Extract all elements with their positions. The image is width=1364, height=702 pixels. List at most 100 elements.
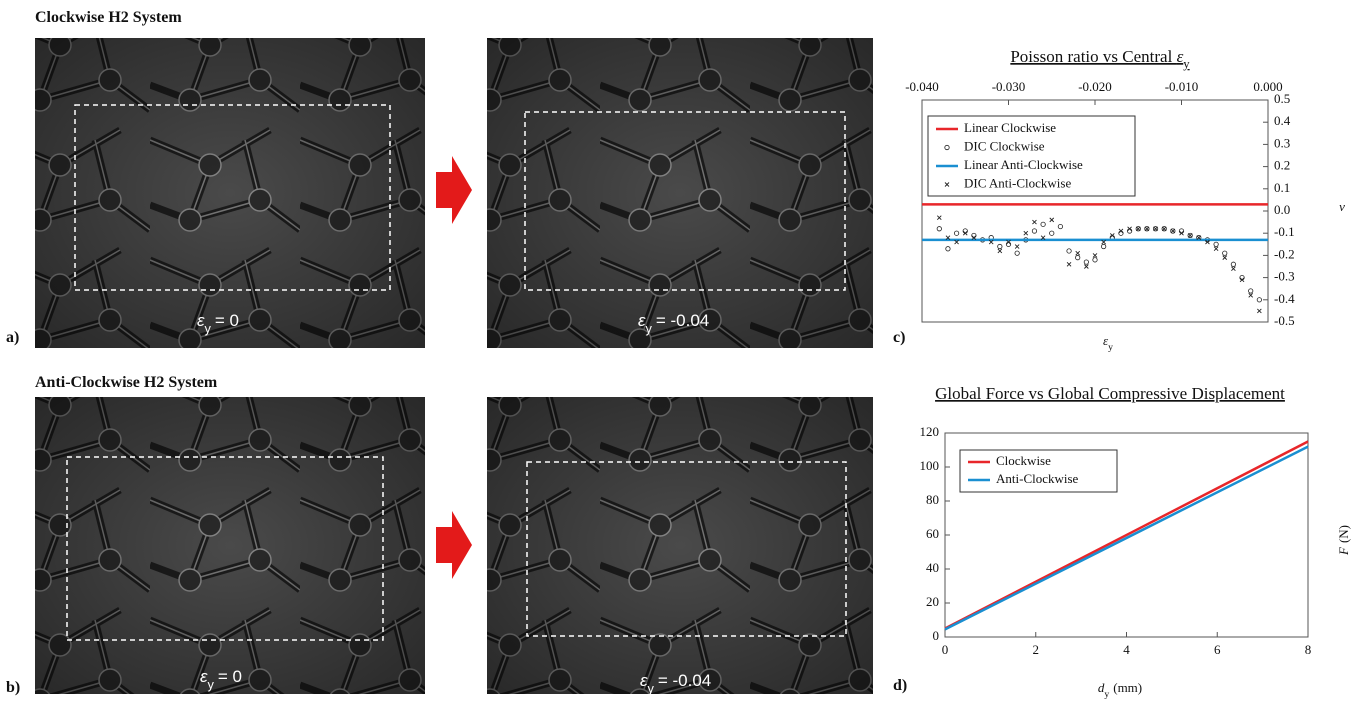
x-axis-label-part: y bbox=[1108, 342, 1113, 353]
strain-label-part: = 0 bbox=[215, 311, 239, 330]
y-tick-label: 120 bbox=[920, 424, 940, 439]
strain-label-part: y bbox=[204, 321, 211, 336]
legend-label-part: Linear Clockwise bbox=[964, 120, 1056, 135]
x-tick-label: -0.030 bbox=[992, 79, 1026, 94]
x-tick-label-part: 4 bbox=[1123, 642, 1130, 657]
chart-title: Global Force vs Global Compressive Displ… bbox=[935, 384, 1285, 403]
x-tick-label: -0.020 bbox=[1078, 79, 1112, 94]
y-axis-label: ν bbox=[1339, 199, 1345, 214]
point bbox=[1128, 227, 1132, 231]
point bbox=[998, 249, 1002, 253]
y-tick-label-part: 60 bbox=[926, 526, 939, 541]
point bbox=[1127, 229, 1131, 233]
y-tick-label: 80 bbox=[926, 492, 939, 507]
panel-label-part: b) bbox=[6, 679, 20, 696]
strain-label-part: y bbox=[647, 681, 654, 696]
point bbox=[1257, 298, 1261, 302]
y-tick-label: -0.2 bbox=[1274, 246, 1295, 261]
arrow bbox=[436, 511, 472, 579]
x-tick-label-part: -0.020 bbox=[1078, 79, 1112, 94]
point bbox=[963, 229, 967, 233]
point bbox=[963, 231, 967, 235]
panel-label: d) bbox=[893, 677, 907, 694]
point bbox=[1145, 227, 1149, 231]
y-tick-label: 20 bbox=[926, 594, 939, 609]
point bbox=[1119, 231, 1123, 235]
y-tick-label: 0.5 bbox=[1274, 91, 1290, 106]
legend-label: DIC Clockwise bbox=[964, 138, 1045, 153]
point bbox=[1162, 227, 1166, 231]
photo-a1 bbox=[35, 38, 425, 348]
x-tick-label-part: -0.030 bbox=[992, 79, 1026, 94]
legend-label-part: DIC Anti-Clockwise bbox=[964, 175, 1071, 190]
y-tick-label-part: 0 bbox=[933, 628, 940, 643]
x-axis-label: dy(mm) bbox=[1098, 680, 1142, 700]
chart-title: Poisson ratio vs Central εy bbox=[1010, 47, 1190, 71]
panel-label: c) bbox=[893, 329, 905, 346]
y-tick-label: 0.0 bbox=[1274, 202, 1290, 217]
point bbox=[1032, 220, 1036, 224]
point bbox=[1231, 267, 1235, 271]
chart-title-part: y bbox=[1183, 57, 1190, 71]
x-tick-label: 2 bbox=[1033, 642, 1040, 657]
x-tick-label: 6 bbox=[1214, 642, 1221, 657]
y-tick-label-part: 120 bbox=[920, 424, 940, 439]
y-tick-label-part: 20 bbox=[926, 594, 939, 609]
legend-label-part: Linear Anti-Clockwise bbox=[964, 157, 1083, 172]
strain-label-part: = -0.04 bbox=[656, 311, 709, 330]
y-tick-label: -0.1 bbox=[1274, 224, 1295, 239]
y-tick-label: 40 bbox=[926, 560, 939, 575]
system-title: Anti-Clockwise H2 System bbox=[35, 374, 218, 391]
point bbox=[972, 233, 976, 237]
system-title-part: Clockwise H2 System bbox=[35, 9, 182, 26]
point bbox=[1041, 222, 1045, 226]
point bbox=[1015, 245, 1019, 249]
point bbox=[1015, 251, 1019, 255]
legend-label: Clockwise bbox=[996, 453, 1051, 468]
point bbox=[1093, 258, 1097, 262]
point bbox=[1223, 256, 1227, 260]
y-tick-label: -0.5 bbox=[1274, 313, 1295, 328]
y-tick-label: -0.4 bbox=[1274, 291, 1295, 306]
point bbox=[1101, 244, 1105, 248]
point bbox=[1231, 262, 1235, 266]
strain-label-part: y bbox=[207, 677, 214, 692]
x-tick-label-part: -0.040 bbox=[905, 79, 939, 94]
legend-label: DIC Anti-Clockwise bbox=[964, 175, 1071, 190]
y-tick-label: -0.3 bbox=[1274, 269, 1295, 284]
y-tick-label-part: 0.4 bbox=[1274, 113, 1291, 128]
point bbox=[937, 216, 941, 220]
point bbox=[1188, 233, 1192, 237]
point bbox=[954, 231, 958, 235]
y-tick-label: 0.4 bbox=[1274, 113, 1291, 128]
y-axis-label-part: F bbox=[1336, 546, 1351, 556]
point bbox=[946, 247, 950, 251]
strain-label-part: = 0 bbox=[218, 667, 242, 686]
point bbox=[1076, 251, 1080, 255]
point bbox=[1067, 249, 1071, 253]
figure: Clockwise H2 System Anti-Clockwise H2 Sys… bbox=[0, 0, 1364, 702]
point bbox=[1249, 293, 1253, 297]
point bbox=[1006, 242, 1010, 246]
legend-label: Linear Clockwise bbox=[964, 120, 1056, 135]
point bbox=[1076, 255, 1080, 259]
y-tick-label: 100 bbox=[920, 458, 940, 473]
point bbox=[1050, 218, 1054, 222]
y-tick-label: 0.3 bbox=[1274, 135, 1290, 150]
y-tick-label-part: 40 bbox=[926, 560, 939, 575]
y-tick-label: 0.2 bbox=[1274, 158, 1290, 173]
y-tick-label: 0.1 bbox=[1274, 180, 1290, 195]
point bbox=[1214, 247, 1218, 251]
y-tick-label-part: 0.0 bbox=[1274, 202, 1290, 217]
point bbox=[1110, 233, 1114, 237]
x-tick-label: -0.010 bbox=[1165, 79, 1199, 94]
x-tick-label: 0 bbox=[942, 642, 949, 657]
photo-a2 bbox=[487, 38, 873, 348]
point bbox=[1257, 309, 1261, 313]
point bbox=[1154, 227, 1158, 231]
point bbox=[1084, 260, 1088, 264]
photo-b1 bbox=[35, 397, 425, 694]
point bbox=[937, 227, 941, 231]
legend-label-part: Clockwise bbox=[996, 453, 1051, 468]
point bbox=[1249, 289, 1253, 293]
